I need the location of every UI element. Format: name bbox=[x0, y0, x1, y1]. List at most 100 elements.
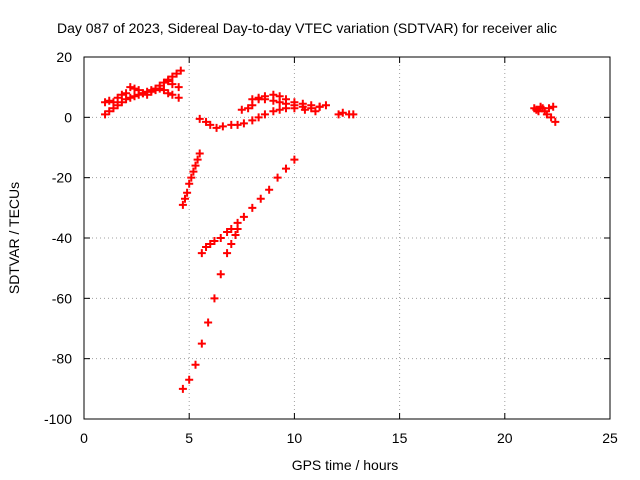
data-point bbox=[315, 102, 324, 111]
data-point bbox=[195, 114, 204, 123]
series-3 bbox=[178, 149, 204, 209]
data-point bbox=[126, 83, 135, 92]
data-point bbox=[178, 384, 187, 393]
data-point bbox=[193, 155, 202, 164]
data-point bbox=[237, 105, 246, 114]
data-point bbox=[218, 122, 227, 131]
data-point bbox=[216, 234, 225, 242]
y-tick-label: -40 bbox=[52, 230, 72, 246]
data-point bbox=[178, 200, 187, 209]
data-point bbox=[143, 87, 152, 96]
data-point bbox=[248, 95, 257, 104]
data-point bbox=[260, 95, 269, 104]
data-point bbox=[185, 179, 194, 188]
x-tick-label: 20 bbox=[497, 430, 513, 446]
data-point bbox=[101, 98, 110, 107]
x-tick-label: 10 bbox=[287, 430, 303, 446]
data-point bbox=[180, 194, 189, 203]
data-point bbox=[155, 84, 164, 93]
data-point bbox=[212, 123, 221, 132]
y-tick-label: 0 bbox=[64, 109, 72, 125]
data-point bbox=[183, 188, 192, 197]
data-point bbox=[130, 84, 139, 93]
data-point bbox=[134, 90, 143, 99]
data-point bbox=[338, 108, 347, 117]
x-tick-label: 0 bbox=[80, 430, 88, 446]
data-point bbox=[233, 218, 242, 227]
x-tick-label: 25 bbox=[602, 430, 618, 446]
x-tick-label: 5 bbox=[185, 430, 193, 446]
x-tick-label: 15 bbox=[392, 430, 408, 446]
data-point bbox=[197, 339, 206, 348]
data-point bbox=[130, 92, 139, 101]
data-point bbox=[269, 107, 278, 116]
data-point bbox=[168, 90, 177, 99]
data-point bbox=[321, 101, 330, 110]
data-point bbox=[105, 96, 114, 105]
data-point bbox=[164, 75, 173, 84]
data-point bbox=[540, 107, 549, 116]
data-point bbox=[349, 110, 358, 119]
data-point bbox=[195, 149, 204, 158]
data-point bbox=[248, 116, 257, 125]
data-point bbox=[105, 107, 114, 116]
data-point bbox=[334, 110, 343, 119]
data-point bbox=[544, 104, 553, 113]
series-7 bbox=[178, 224, 242, 393]
data-point bbox=[231, 230, 240, 239]
data-point bbox=[189, 167, 198, 176]
y-axis-title: SDTVAR / TECUs bbox=[6, 182, 22, 294]
data-point bbox=[260, 110, 269, 119]
data-point bbox=[168, 72, 177, 81]
data-point bbox=[210, 237, 219, 246]
data-point bbox=[113, 93, 122, 102]
data-point bbox=[197, 249, 206, 258]
chart-title: Day 087 of 2023, Sidereal Day-to-day VTE… bbox=[57, 20, 557, 36]
data-point bbox=[117, 98, 126, 107]
data-point bbox=[138, 89, 147, 98]
data-point bbox=[254, 113, 263, 122]
data-point bbox=[164, 89, 173, 98]
data-point bbox=[547, 113, 556, 122]
data-point bbox=[227, 240, 236, 249]
data-point bbox=[206, 120, 215, 129]
data-point bbox=[210, 294, 219, 303]
data-point bbox=[159, 78, 168, 87]
data-points bbox=[101, 66, 560, 393]
data-point bbox=[290, 101, 299, 110]
data-point bbox=[254, 93, 263, 102]
series-9 bbox=[334, 108, 358, 119]
data-point bbox=[159, 86, 168, 95]
data-point bbox=[298, 102, 307, 111]
data-point bbox=[311, 107, 320, 116]
data-point bbox=[202, 117, 211, 126]
data-point bbox=[191, 360, 200, 369]
data-point bbox=[532, 105, 541, 114]
series-1 bbox=[101, 84, 183, 119]
data-point bbox=[174, 83, 183, 92]
data-point bbox=[273, 173, 282, 182]
series-2 bbox=[164, 66, 185, 84]
data-point bbox=[174, 93, 183, 102]
data-point bbox=[269, 96, 278, 105]
data-point bbox=[172, 69, 181, 78]
series-0 bbox=[101, 77, 183, 107]
data-point bbox=[256, 194, 265, 203]
y-tick-label: -20 bbox=[52, 170, 72, 186]
data-point bbox=[307, 104, 316, 113]
data-point bbox=[223, 249, 232, 258]
data-point bbox=[281, 164, 290, 173]
data-point bbox=[101, 110, 110, 119]
data-point bbox=[117, 90, 126, 99]
data-point bbox=[206, 240, 215, 249]
grid bbox=[84, 57, 610, 419]
data-point bbox=[233, 120, 242, 129]
data-point bbox=[204, 318, 213, 327]
data-point bbox=[168, 80, 177, 89]
data-point bbox=[176, 66, 185, 75]
y-tick-label: -100 bbox=[44, 411, 72, 427]
data-point bbox=[239, 119, 248, 128]
data-point bbox=[536, 102, 545, 111]
